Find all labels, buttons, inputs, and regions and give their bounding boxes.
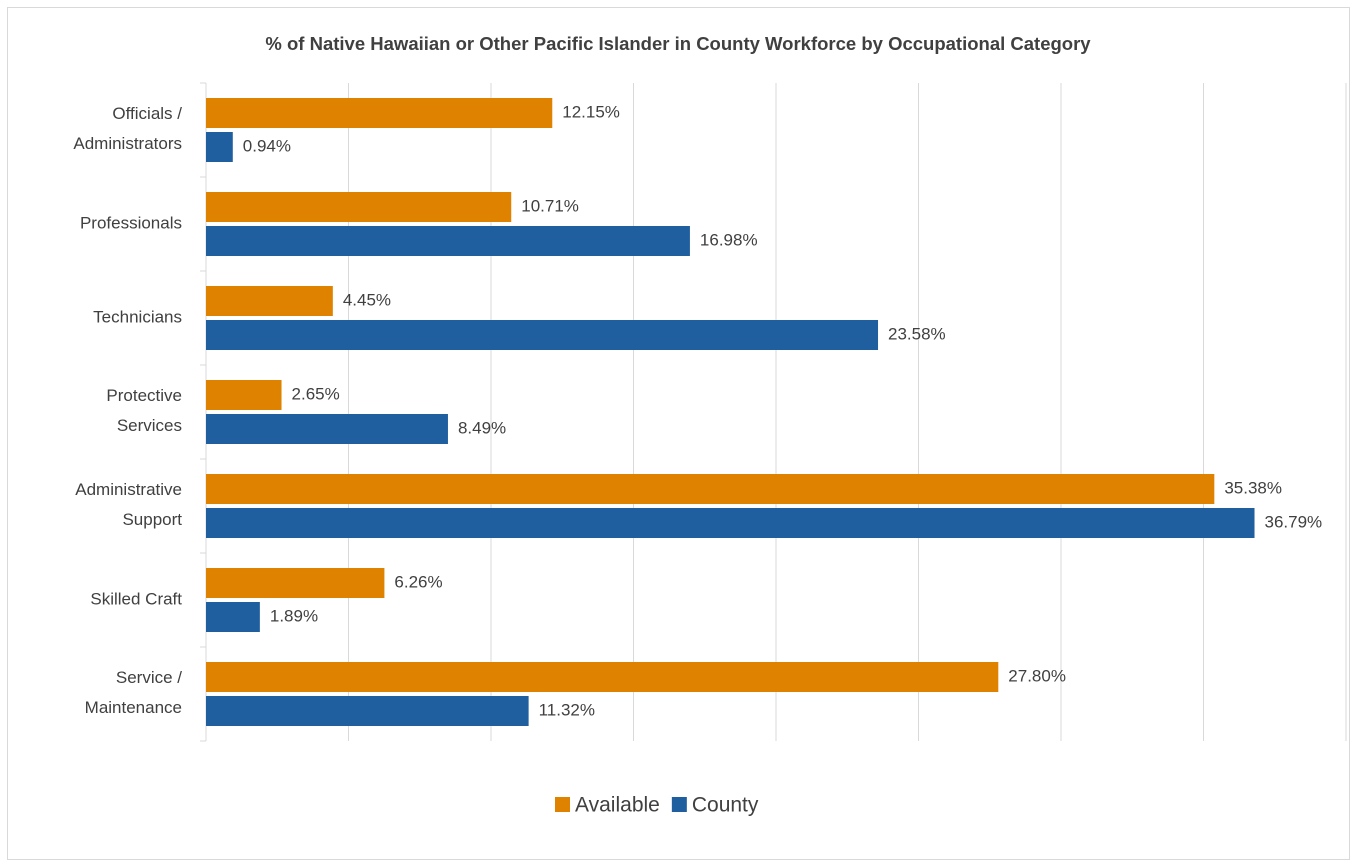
- data-label: 35.38%: [1224, 478, 1282, 497]
- data-label: 2.65%: [292, 384, 340, 403]
- legend-label: Available: [575, 794, 660, 817]
- y-tick-label: Officials / Administrators: [73, 104, 182, 153]
- y-tick-label: Service / Maintenance: [85, 668, 183, 717]
- data-label: 11.32%: [539, 700, 595, 719]
- y-tick-label: Skilled Craft: [90, 589, 182, 608]
- bar: [206, 508, 1255, 538]
- legend-swatch: [671, 797, 687, 812]
- data-label: 1.89%: [270, 606, 318, 625]
- bar: [206, 286, 333, 316]
- bar: [206, 192, 512, 222]
- legend-swatch: [555, 797, 570, 812]
- data-label: 8.49%: [458, 418, 506, 437]
- data-label: 10.71%: [521, 196, 579, 215]
- bar: [206, 380, 282, 410]
- bar: [206, 602, 260, 632]
- data-label: 4.45%: [343, 290, 391, 309]
- bar: [206, 132, 233, 162]
- y-tick-label: Professionals: [80, 213, 182, 232]
- bar: [206, 662, 999, 692]
- chart-title: % of Native Hawaiian or Other Pacific Is…: [265, 33, 1091, 54]
- data-label: 0.94%: [243, 136, 291, 155]
- bar: [206, 474, 1215, 504]
- bar: [206, 320, 879, 350]
- data-label: 12.15%: [562, 102, 620, 121]
- bar: [206, 568, 385, 598]
- data-label: 27.80%: [1008, 666, 1066, 685]
- y-tick-label: Protective Services: [106, 386, 182, 435]
- legend-item: Available: [555, 794, 660, 817]
- legend-label: County: [692, 794, 759, 817]
- y-tick-label: Administrative Support: [75, 480, 182, 529]
- data-label: 36.79%: [1265, 512, 1323, 531]
- legend-item: County: [671, 794, 759, 817]
- bar: [206, 696, 529, 726]
- data-label: 6.26%: [394, 572, 442, 591]
- data-label: 23.58%: [888, 324, 946, 343]
- y-tick-label: Technicians: [93, 307, 182, 326]
- data-label: 16.98%: [700, 230, 758, 249]
- bar: [206, 98, 553, 128]
- bar: [206, 226, 690, 256]
- bar: [206, 414, 448, 444]
